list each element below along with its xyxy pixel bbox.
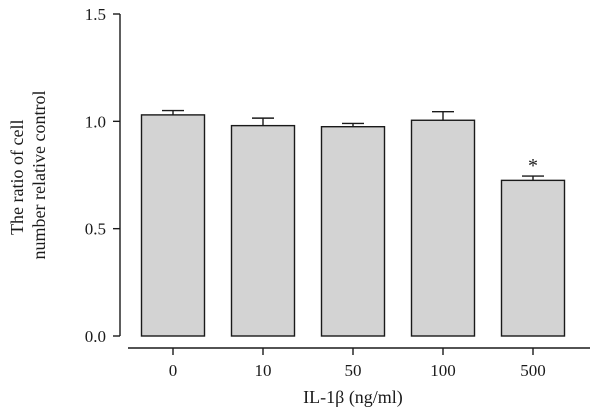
x-axis-title: IL-1β (ng/ml) bbox=[303, 387, 403, 408]
y-tick-label: 1.0 bbox=[85, 112, 106, 131]
x-tick-label: 100 bbox=[430, 361, 456, 380]
x-tick-label: 500 bbox=[520, 361, 546, 380]
y-axis: 0.0 0.5 1.0 1.5 bbox=[85, 5, 121, 346]
x-tick-label: 0 bbox=[169, 361, 178, 380]
y-tick-label: 1.5 bbox=[85, 5, 106, 24]
bar bbox=[500, 179, 566, 337]
x-tick-label: 50 bbox=[345, 361, 362, 380]
y-axis-title-line-2: number relative control bbox=[29, 91, 49, 260]
x-axis: 0 10 50 100 500 bbox=[128, 347, 590, 380]
bar bbox=[410, 119, 476, 337]
y-axis-title-line-1: The ratio of cell bbox=[7, 120, 27, 235]
y-tick-label: 0.0 bbox=[85, 327, 106, 346]
bar bbox=[140, 114, 206, 337]
bar bbox=[320, 125, 386, 337]
y-axis-title: The ratio of cell number relative contro… bbox=[7, 91, 49, 260]
bar bbox=[230, 124, 296, 337]
y-tick-label: 0.5 bbox=[85, 220, 106, 239]
bars: * bbox=[140, 109, 566, 337]
x-tick-label: 10 bbox=[255, 361, 272, 380]
significance-marker: * bbox=[528, 155, 538, 177]
